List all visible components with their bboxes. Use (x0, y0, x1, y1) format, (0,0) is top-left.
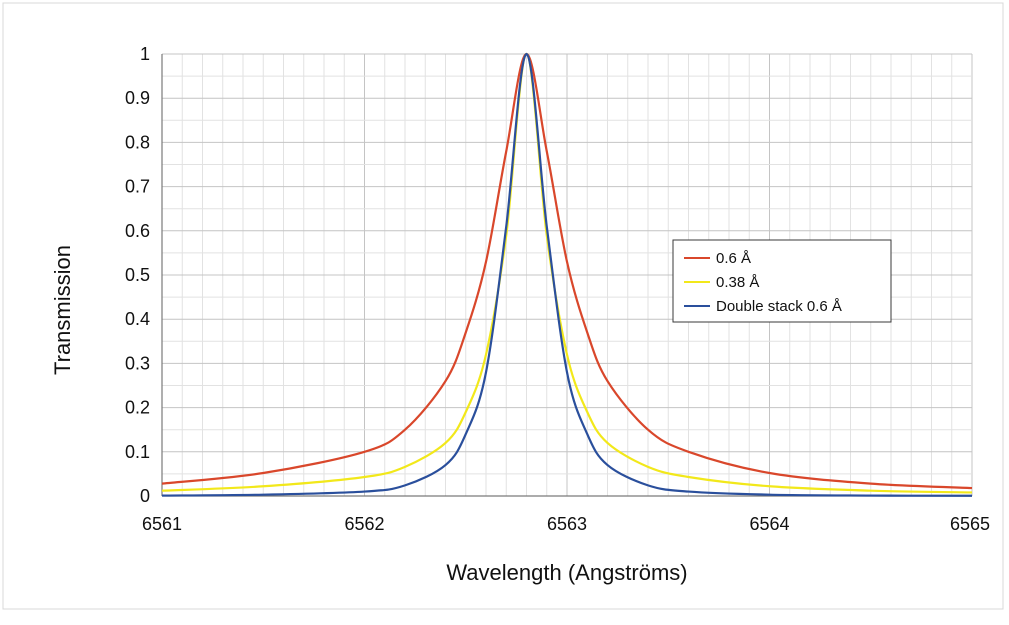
x-tick-label: 6565 (950, 514, 990, 534)
y-tick-label: 0.9 (125, 88, 150, 108)
y-tick-label: 0.2 (125, 398, 150, 418)
x-axis-title: Wavelength (Angströms) (446, 560, 687, 585)
series-line-3 (161, 52, 973, 497)
legend-label-1: 0.6 Å (716, 250, 751, 267)
y-tick-label: 0.4 (125, 309, 150, 329)
legend-label-3: Double stack 0.6 Å (716, 298, 842, 315)
series-line-1 (161, 52, 973, 490)
x-tick-label: 6564 (749, 514, 789, 534)
legend: 0.6 Å 0.38 Å Double stack 0.6 Å (672, 239, 892, 323)
series-lines (161, 52, 973, 497)
y-tick-label: 0.7 (125, 177, 150, 197)
y-tick-label: 0.5 (125, 265, 150, 285)
x-tick-label: 6562 (344, 514, 384, 534)
y-tick-label: 0 (140, 486, 150, 506)
y-tick-label: 0.3 (125, 353, 150, 373)
legend-label-2: 0.38 Å (716, 274, 759, 291)
y-tick-labels: 0 0.1 0.2 0.3 0.4 0.5 0.6 0.7 0.8 0.9 1 (125, 44, 150, 506)
x-tick-labels: 6561 6562 6563 6564 6565 (142, 514, 990, 534)
y-tick-label: 0.1 (125, 442, 150, 462)
x-tick-label: 6563 (547, 514, 587, 534)
y-tick-label: 1 (140, 44, 150, 64)
x-tick-label: 6561 (142, 514, 182, 534)
y-tick-label: 0.8 (125, 132, 150, 152)
y-tick-label: 0.6 (125, 221, 150, 241)
y-axis-title: Transmission (50, 245, 75, 375)
